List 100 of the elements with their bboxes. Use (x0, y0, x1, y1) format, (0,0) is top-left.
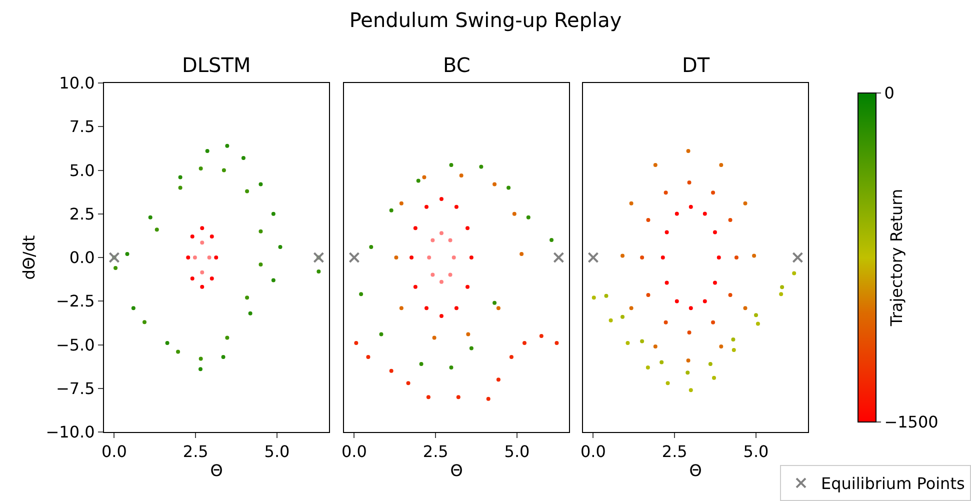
point (448, 272, 452, 277)
point (660, 256, 665, 260)
point (456, 395, 460, 400)
text: Pendulum Swing-up Replay (348, 8, 623, 32)
point (225, 144, 230, 148)
point (554, 341, 559, 346)
point (646, 218, 650, 222)
x-tick-label: 0.0 (101, 442, 127, 462)
point (653, 163, 658, 168)
point (430, 238, 435, 242)
point (509, 354, 514, 359)
point (214, 256, 218, 260)
x-tick-label: 2.5 (182, 442, 208, 462)
point (553, 252, 564, 263)
point (674, 212, 679, 216)
point (389, 368, 394, 373)
y-tick-label: −5.0 (56, 335, 95, 354)
point (454, 306, 458, 310)
point (640, 256, 644, 260)
point (687, 180, 692, 184)
point (430, 272, 435, 277)
x-tick-label: 0.0 (341, 442, 367, 462)
point (413, 226, 418, 230)
x-tick-label: 5.0 (743, 442, 769, 462)
point (792, 271, 796, 276)
point (424, 306, 428, 310)
point (728, 293, 732, 298)
x-tick-label: 0.0 (580, 442, 606, 462)
point (588, 252, 599, 263)
point (479, 164, 484, 169)
x-axis-title: Θ (689, 460, 702, 480)
point (271, 212, 276, 216)
point (422, 175, 426, 180)
point (427, 256, 432, 260)
legend-label: Equilibrium Points (821, 474, 965, 494)
point (674, 299, 679, 304)
point (780, 285, 784, 290)
point (743, 201, 748, 206)
point (413, 284, 418, 289)
point (258, 262, 263, 266)
point (316, 269, 321, 274)
point (779, 292, 784, 296)
point (664, 280, 669, 285)
point (686, 358, 690, 362)
point (452, 256, 456, 260)
point (512, 212, 516, 216)
point (389, 208, 394, 212)
point (369, 245, 374, 250)
point (653, 344, 658, 348)
point (752, 254, 756, 258)
point (245, 296, 250, 300)
point (186, 256, 190, 260)
point (660, 360, 664, 364)
point (439, 280, 444, 284)
chart-title: DT (682, 53, 710, 77)
point (734, 256, 738, 260)
point (506, 186, 511, 190)
point (719, 344, 724, 348)
point (702, 212, 707, 216)
point (394, 256, 398, 260)
y-tick-label: −2.5 (56, 292, 95, 311)
x-tick-label: 2.5 (662, 442, 688, 462)
y-tick-label: 0.0 (69, 248, 95, 268)
point (176, 350, 180, 354)
point (348, 252, 360, 263)
point (424, 204, 428, 209)
point (754, 313, 758, 318)
color-bar-label: 0 (884, 84, 894, 103)
point (207, 256, 212, 260)
point (258, 229, 263, 234)
point (416, 178, 420, 183)
point (419, 362, 424, 366)
point (646, 365, 650, 370)
point (449, 365, 454, 370)
point (496, 306, 500, 310)
point (640, 339, 644, 344)
point (200, 226, 204, 230)
y-tick-label: 7.5 (69, 117, 95, 136)
point (354, 341, 358, 346)
y-tick-label: 2.5 (69, 204, 95, 224)
y-tick-label: −7.5 (56, 378, 95, 398)
point (200, 284, 204, 289)
point (592, 296, 596, 300)
point (522, 341, 526, 346)
point (520, 252, 524, 256)
x-tick-label: 2.5 (422, 442, 448, 462)
point (225, 336, 230, 340)
point (200, 240, 204, 245)
point (432, 336, 436, 340)
x-axis-title: Θ (450, 460, 463, 480)
point (439, 231, 444, 236)
y-axis-title: dΘ/dt (20, 235, 39, 280)
point (198, 356, 203, 361)
y-tick-label: 10.0 (59, 74, 95, 93)
point (439, 197, 444, 202)
point (686, 370, 690, 375)
point (248, 311, 252, 316)
point (426, 395, 430, 400)
point (190, 234, 194, 239)
point (142, 320, 146, 324)
